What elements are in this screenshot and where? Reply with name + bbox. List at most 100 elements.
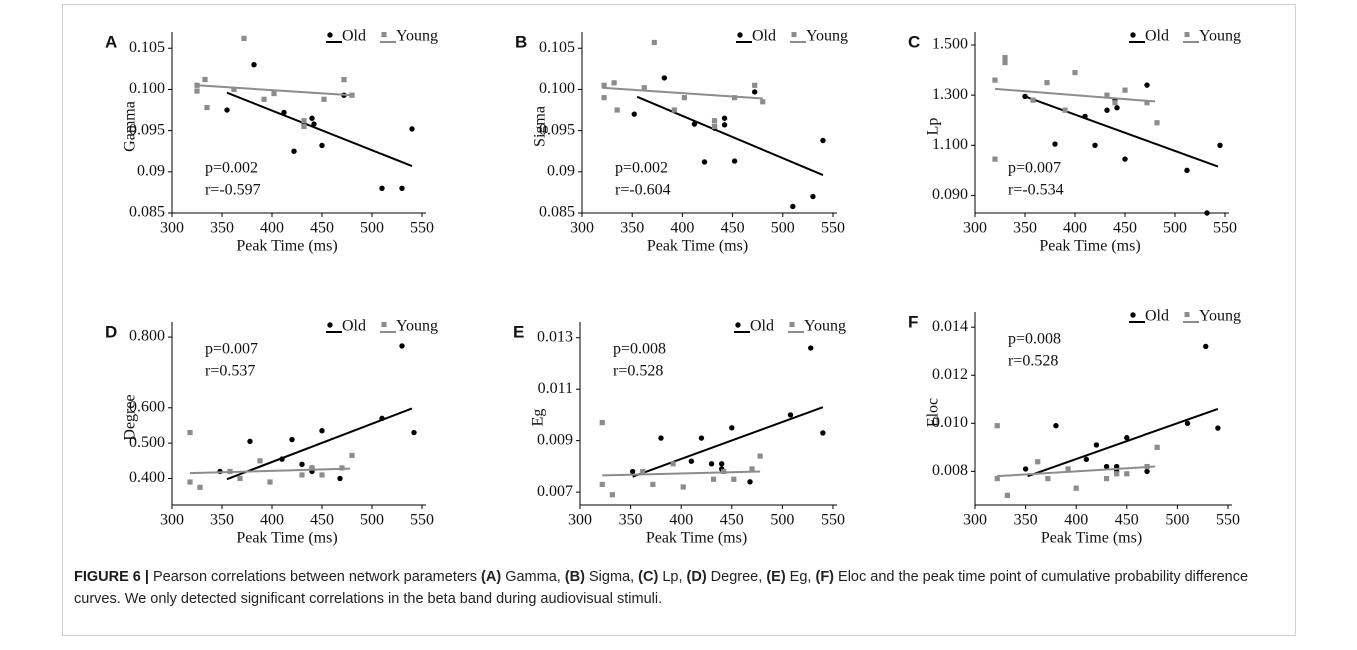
point — [1144, 468, 1150, 475]
y-tick-label: 0.500 — [129, 434, 165, 451]
point — [808, 345, 814, 351]
point — [680, 484, 686, 490]
point — [1122, 87, 1128, 93]
point — [309, 115, 315, 121]
legend-marker — [735, 322, 741, 328]
point — [379, 185, 385, 191]
legend-marker — [789, 322, 795, 327]
caption: FIGURE 6 | Pearson correlations between … — [74, 566, 1284, 610]
caption-text: Gamma, — [501, 569, 565, 585]
annotation: p=0.008 — [613, 341, 666, 358]
point — [237, 475, 243, 482]
y-tick-label: 0.090 — [932, 186, 968, 203]
point — [1203, 343, 1209, 350]
x-tick-label: 450 — [310, 512, 334, 529]
panel-letter: F — [908, 312, 918, 331]
x-tick-label: 350 — [620, 220, 644, 237]
point — [279, 456, 285, 462]
fit-line — [226, 91, 413, 167]
y-tick-label: 1.500 — [932, 36, 968, 53]
point — [1104, 92, 1110, 98]
x-axis-label: Peak Time (ms) — [1041, 530, 1142, 547]
x-tick-label: 450 — [310, 220, 334, 237]
point — [281, 109, 287, 116]
point — [640, 468, 646, 475]
x-axis-label: Peak Time (ms) — [647, 238, 748, 255]
y-tick-label: 0.600 — [129, 398, 165, 415]
point — [1004, 492, 1010, 498]
legend-label: Young — [396, 318, 438, 335]
point — [1144, 463, 1150, 470]
point — [241, 35, 247, 41]
y-tick-label: 0.105 — [539, 39, 575, 56]
y-axis-label: Eg — [530, 409, 547, 427]
point — [729, 425, 735, 431]
y-tick-label: 0.09 — [137, 162, 165, 179]
x-tick-label: 300 — [160, 220, 184, 237]
point — [1053, 423, 1059, 429]
annotation: p=0.007 — [1008, 160, 1061, 177]
annotation: p=0.007 — [205, 341, 258, 358]
legend-label: Young — [804, 318, 846, 335]
point — [194, 82, 200, 88]
point — [711, 118, 718, 124]
point — [701, 159, 708, 165]
y-tick-label: 0.400 — [129, 469, 165, 486]
point — [658, 435, 664, 441]
point — [609, 492, 615, 498]
legend-marker — [1184, 312, 1190, 317]
point — [1103, 463, 1110, 470]
point — [1022, 93, 1028, 100]
point — [1002, 54, 1008, 61]
point — [757, 453, 763, 459]
y-tick-label: 0.013 — [537, 328, 573, 345]
x-tick-label: 350 — [210, 512, 234, 529]
fit-line — [189, 467, 351, 475]
point — [1114, 471, 1120, 477]
point — [790, 203, 796, 210]
point — [1215, 425, 1221, 431]
y-tick-label: 0.008 — [932, 462, 968, 479]
point — [601, 95, 607, 101]
y-tick-label: 0.010 — [932, 414, 968, 431]
point — [760, 99, 766, 105]
point — [749, 466, 755, 472]
x-tick-label: 400 — [1064, 512, 1088, 529]
point — [710, 476, 717, 482]
annotation: r=-0.534 — [1008, 182, 1064, 199]
x-tick-label: 550 — [1213, 220, 1237, 237]
point — [631, 111, 637, 117]
x-tick-label: 450 — [720, 512, 744, 529]
point — [337, 475, 343, 482]
x-tick-label: 550 — [1216, 512, 1240, 529]
panel-letter: A — [105, 32, 117, 51]
point — [1073, 485, 1079, 491]
point — [227, 468, 233, 475]
x-tick-label: 500 — [1163, 220, 1187, 237]
x-tick-label: 550 — [410, 512, 434, 529]
y-axis-label: Sigma — [532, 106, 549, 147]
x-tick-label: 300 — [568, 512, 592, 529]
y-tick-label: 0.012 — [932, 366, 968, 383]
point — [309, 465, 315, 471]
point — [1083, 456, 1090, 463]
x-tick-label: 550 — [410, 220, 434, 237]
x-tick-label: 400 — [670, 220, 694, 237]
x-tick-label: 400 — [1063, 220, 1087, 237]
point — [641, 85, 647, 91]
point — [1045, 475, 1051, 482]
caption-text: (B) — [564, 569, 585, 585]
point — [204, 104, 210, 111]
x-tick-label: 500 — [771, 220, 795, 237]
caption-text: Lp, — [658, 569, 687, 585]
point — [698, 435, 705, 441]
fit-line — [602, 470, 761, 477]
point — [731, 158, 738, 164]
point — [752, 82, 758, 88]
point — [1114, 104, 1120, 111]
point — [1035, 459, 1041, 465]
y-axis-label: Degree — [122, 394, 139, 440]
point — [202, 76, 208, 83]
figure-frame — [62, 4, 1296, 636]
point — [1062, 107, 1068, 113]
